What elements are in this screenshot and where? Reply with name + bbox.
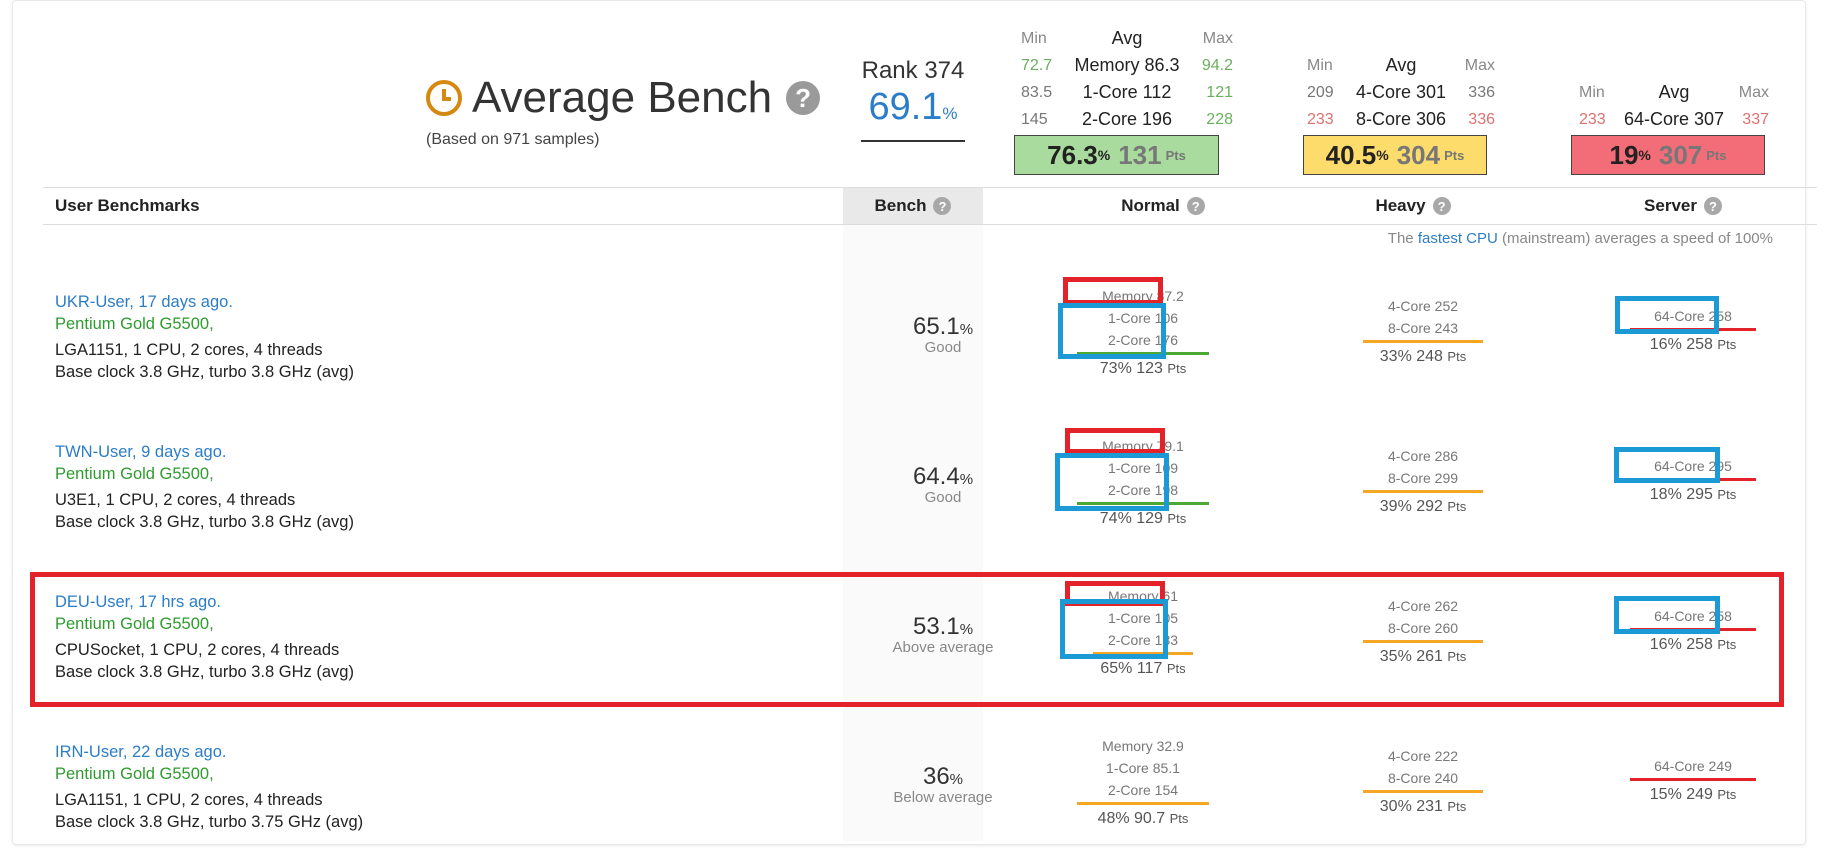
bench-rating: Above average [892,639,994,656]
table-row: IRN-User, 22 days ago. Pentium Gold G550… [43,738,1817,860]
user-link[interactable]: IRN-User, 22 days ago. [55,743,227,761]
server-bar [1630,778,1756,781]
normal-bar [1077,802,1209,805]
heavy-cell: 4-Core 222 8-Core 240 30% 231 Pts [1343,745,1503,816]
rank-label: Rank 374 [861,57,965,84]
server-score-bar: 19% 307 Pts [1571,135,1765,175]
fastest-cpu-note: The fastest CPU (mainstream) averages a … [1387,230,1773,247]
highlight-memory-box [1065,428,1165,454]
user-info: IRN-User, 22 days ago. Pentium Gold G550… [55,741,363,833]
cpu-link[interactable]: Pentium Gold G5500, [55,615,214,633]
cpu-link[interactable]: Pentium Gold G5500, [55,315,214,333]
heavy-score-bar: 40.5% 304 Pts [1303,135,1487,175]
normal-bar [1077,352,1209,355]
normal-cell: Memory 87.2 1-Core 106 2-Core 176 73% 12… [1060,285,1226,378]
cpu-link[interactable]: Pentium Gold G5500, [55,465,214,483]
average-bench-title: Average Bench ? [426,73,821,123]
server-cell: 64-Core 258 16% 258 Pts [1613,605,1773,654]
bench-rating: Below average [893,789,993,806]
heavy-summary: Min Avg Max 209 4-Core 301 336 233 8-Core 306… [1307,55,1495,129]
col-bench[interactable]: Bench? [843,188,983,224]
normal-bar [1093,652,1193,655]
col-user-benchmarks: User Benchmarks [55,196,200,215]
user-link[interactable]: DEU-User, 17 hrs ago. [55,593,221,611]
server-summary: Min Avg Max 233 64-Core 307 337 [1579,82,1769,129]
highlight-row-box [30,572,1784,707]
cpu-clock: Base clock 3.8 GHz, turbo 3.8 GHz (avg) [55,513,354,531]
col-server[interactable]: Server? [1603,188,1763,224]
help-icon[interactable]: ? [786,81,821,115]
highlight-core-box [1055,453,1169,511]
cpu-details: LGA1151, 1 CPU, 2 cores, 4 threads [55,341,323,359]
cpu-clock: Base clock 3.8 GHz, turbo 3.8 GHz (avg) [55,363,354,381]
server-cell: 64-Core 249 15% 249 Pts [1613,755,1773,804]
highlight-core-box [1058,303,1166,359]
user-info: TWN-User, 9 days ago. Pentium Gold G5500… [55,441,354,533]
samples-note: (Based on 971 samples) [426,131,600,148]
normal-score-bar: 76.3% 131 Pts [1014,135,1219,175]
heavy-bar [1363,490,1483,493]
highlight-server-box [1614,447,1720,483]
normal-cell: Memory 32.9 1-Core 85.1 2-Core 154 48% 9… [1060,735,1226,828]
bench-cell: 64.4% Good [843,463,1043,506]
cpu-details: CPUSocket, 1 CPU, 2 cores, 4 threads [55,641,340,659]
cpu-clock: Base clock 3.8 GHz, turbo 3.75 GHz (avg) [55,813,364,831]
clock-icon [426,80,462,116]
help-icon[interactable]: ? [933,197,952,215]
help-icon[interactable]: ? [1703,197,1722,215]
help-icon[interactable]: ? [1186,197,1205,215]
bench-cell: 65.1% Good [843,313,1043,356]
rank-box: Rank 374 69.1% [861,57,965,142]
bench-cell: 53.1% Above average [843,613,1043,656]
highlight-server-box [1615,296,1719,334]
heavy-cell: 4-Core 262 8-Core 260 35% 261 Pts [1343,595,1503,666]
rank-value: 69.1% [868,86,958,128]
cpu-details: U3E1, 1 CPU, 2 cores, 4 threads [55,491,296,509]
cpu-clock: Base clock 3.8 GHz, turbo 3.8 GHz (avg) [55,663,354,681]
bench-rating: Good [924,489,962,506]
col-heavy[interactable]: Heavy? [1333,188,1493,224]
cpu-link[interactable]: Pentium Gold G5500, [55,765,214,783]
heavy-cell: 4-Core 286 8-Core 299 39% 292 Pts [1343,445,1503,516]
bench-cell: 36% Below average [843,763,1043,806]
heavy-bar [1363,790,1483,793]
table-row: UKR-User, 17 days ago. Pentium Gold G550… [43,288,1817,441]
heavy-bar [1363,340,1483,343]
bench-column-background [843,225,983,841]
user-link[interactable]: TWN-User, 9 days ago. [55,443,227,461]
user-info: UKR-User, 17 days ago. Pentium Gold G550… [55,291,354,383]
cpu-details: LGA1151, 1 CPU, 2 cores, 4 threads [55,791,323,809]
col-normal[interactable]: Normal? [1083,188,1243,224]
fastest-cpu-link[interactable]: fastest CPU [1417,230,1498,247]
help-icon[interactable]: ? [1432,197,1451,215]
table-row: TWN-User, 9 days ago. Pentium Gold G5500… [43,438,1817,591]
table-header: User Benchmarks Bench? Normal? Heavy? Se… [43,187,1817,225]
normal-bar [1077,502,1209,505]
highlight-memory-box [1063,277,1163,305]
user-link[interactable]: UKR-User, 17 days ago. [55,293,233,311]
normal-summary: Min Avg Max 72.7 Memory 86.3 94.2 83.5 1-Core… [1021,28,1233,129]
user-info: DEU-User, 17 hrs ago. Pentium Gold G5500… [55,591,354,683]
bench-rating: Good [924,339,962,356]
highlight-server-box [1614,596,1720,634]
highlight-core-box [1060,599,1168,659]
heavy-cell: 4-Core 252 8-Core 243 33% 248 Pts [1343,295,1503,366]
page-title: Average Bench [472,73,773,122]
benchmark-card: Average Bench ? (Based on 971 samples) R… [12,0,1817,845]
heavy-bar [1363,640,1483,643]
